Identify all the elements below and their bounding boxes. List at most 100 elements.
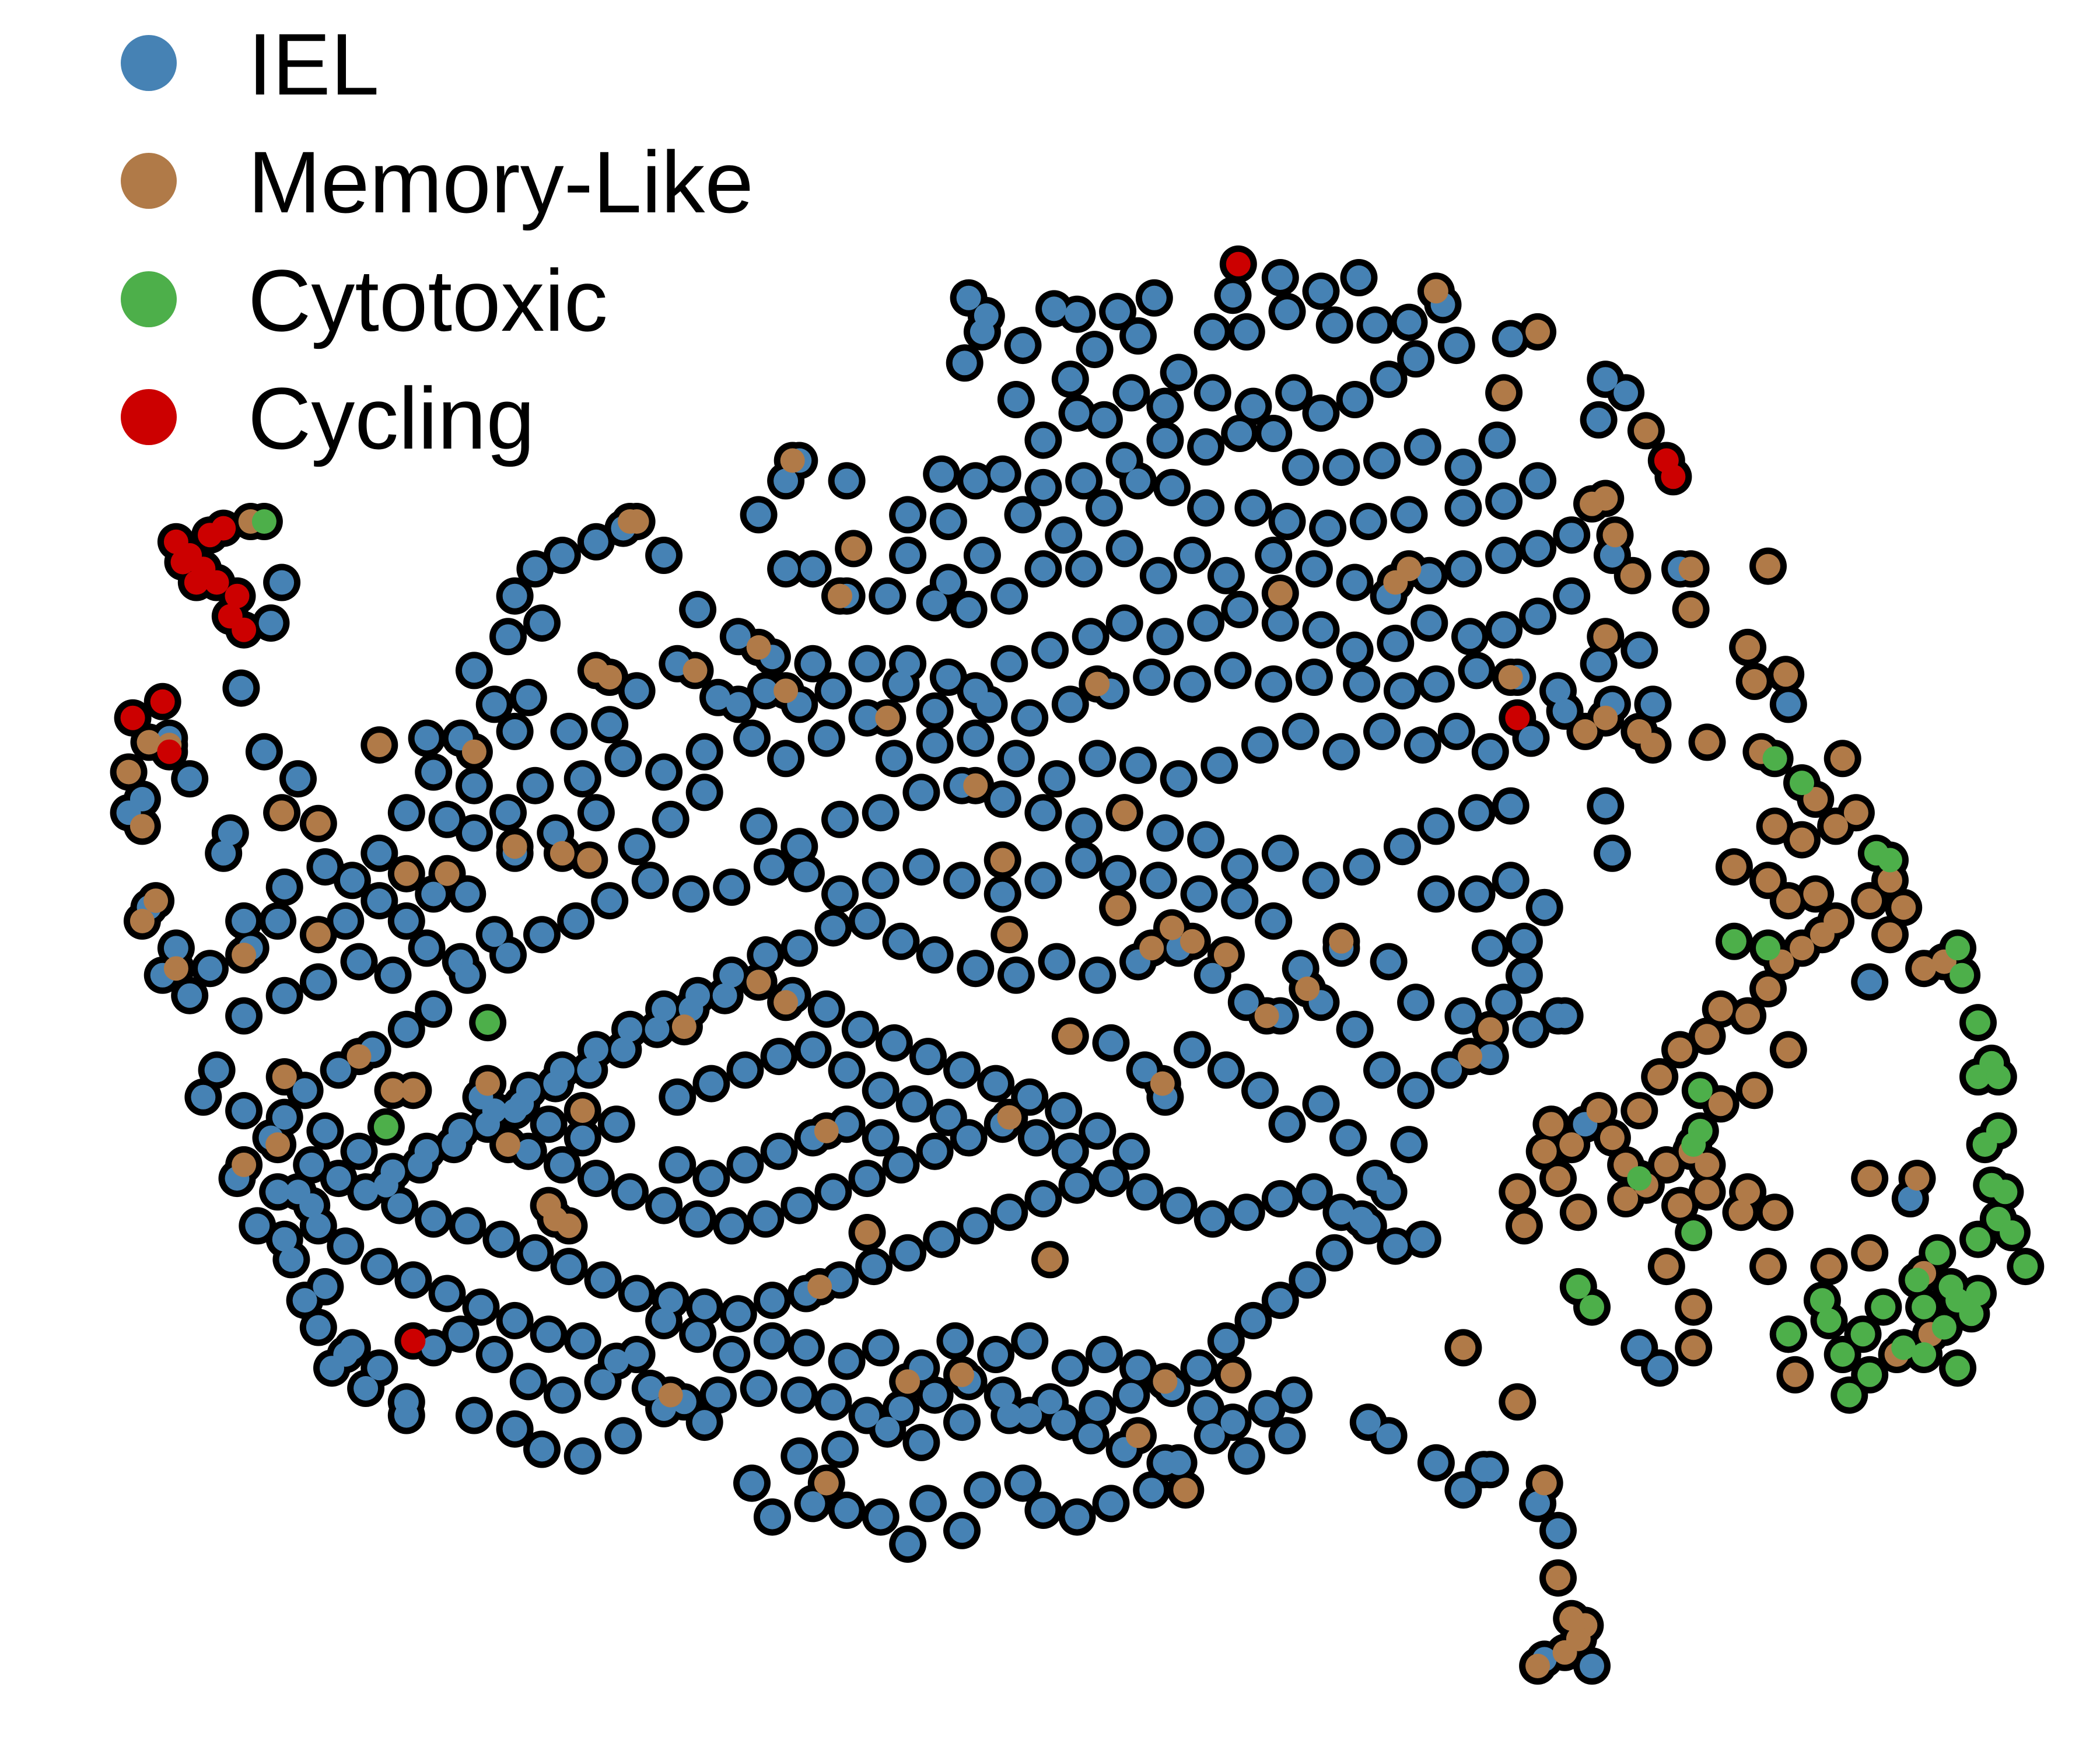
point-iel bbox=[570, 1444, 595, 1469]
point-iel bbox=[279, 1247, 304, 1272]
point-iel bbox=[435, 1281, 460, 1306]
point-iel bbox=[1126, 1356, 1150, 1381]
point-iel bbox=[1119, 380, 1144, 405]
point-iel bbox=[496, 943, 520, 967]
point-iel bbox=[638, 868, 663, 893]
point-iel bbox=[834, 1058, 859, 1083]
point-cytotoxic bbox=[1950, 963, 1975, 988]
point-iel bbox=[1776, 692, 1801, 717]
point-memory-like bbox=[367, 733, 392, 758]
point-iel bbox=[1200, 1206, 1225, 1231]
point-iel bbox=[1091, 495, 1116, 520]
point-memory-like bbox=[828, 583, 852, 608]
point-iel bbox=[868, 1335, 893, 1360]
point-iel bbox=[611, 746, 636, 771]
point-memory-like bbox=[1857, 1240, 1882, 1265]
point-iel bbox=[1078, 1423, 1103, 1448]
point-memory-like bbox=[306, 811, 331, 836]
point-iel bbox=[1241, 394, 1266, 419]
point-iel bbox=[1200, 380, 1225, 405]
point-iel bbox=[1268, 841, 1293, 866]
point-iel bbox=[909, 1430, 934, 1455]
point-iel bbox=[1451, 455, 1476, 480]
point-iel bbox=[1898, 1186, 1923, 1211]
point-memory-like bbox=[1423, 279, 1448, 304]
point-iel bbox=[1288, 719, 1313, 744]
point-iel bbox=[1559, 523, 1584, 548]
point-iel bbox=[1423, 814, 1448, 839]
point-iel bbox=[1437, 1058, 1462, 1083]
point-iel bbox=[489, 1227, 514, 1252]
point-iel bbox=[1857, 970, 1882, 995]
point-cytotoxic bbox=[1756, 936, 1780, 961]
point-iel bbox=[394, 1403, 419, 1428]
point-iel bbox=[556, 719, 582, 744]
point-iel bbox=[1085, 1118, 1110, 1143]
point-iel bbox=[1586, 651, 1611, 676]
point-iel bbox=[306, 1315, 331, 1340]
point-iel bbox=[1342, 638, 1367, 663]
point-iel bbox=[1010, 1471, 1035, 1496]
point-iel bbox=[556, 1254, 582, 1279]
point-memory-like bbox=[1498, 665, 1523, 690]
point-iel bbox=[726, 692, 751, 717]
point-memory-like bbox=[1525, 319, 1550, 344]
point-iel bbox=[1342, 1017, 1367, 1042]
point-iel bbox=[1518, 1017, 1544, 1042]
point-iel bbox=[922, 733, 947, 758]
legend-label-cytotoxic: Cytotoxic bbox=[248, 251, 608, 349]
point-memory-like bbox=[475, 1071, 501, 1096]
point-iel bbox=[834, 1112, 859, 1137]
point-iel bbox=[1194, 1396, 1219, 1421]
point-memory-like bbox=[1396, 556, 1422, 582]
point-cytotoxic bbox=[1905, 1268, 1930, 1293]
point-iel bbox=[1065, 1172, 1090, 1198]
point-cycling bbox=[1505, 705, 1530, 730]
point-iel bbox=[855, 1403, 880, 1428]
point-iel bbox=[1146, 868, 1171, 893]
point-iel bbox=[272, 983, 297, 1008]
point-iel bbox=[916, 1044, 940, 1069]
point-memory-like bbox=[682, 658, 708, 683]
point-memory-like bbox=[1478, 1017, 1503, 1042]
point-iel bbox=[1072, 814, 1097, 839]
point-iel bbox=[1647, 1356, 1672, 1381]
point-iel bbox=[211, 841, 236, 866]
point-iel bbox=[706, 1382, 730, 1408]
point-iel bbox=[1234, 319, 1259, 344]
point-memory-like bbox=[841, 536, 866, 561]
point-iel bbox=[624, 1342, 649, 1367]
point-memory-like bbox=[1566, 1200, 1591, 1225]
point-iel bbox=[367, 841, 392, 866]
point-iel bbox=[1227, 597, 1252, 622]
point-iel bbox=[895, 543, 921, 568]
point-iel bbox=[881, 746, 907, 771]
point-iel bbox=[1166, 766, 1191, 792]
point-iel bbox=[1031, 556, 1056, 582]
point-iel bbox=[198, 956, 222, 981]
point-iel bbox=[1376, 1423, 1401, 1448]
point-iel bbox=[340, 868, 365, 893]
point-memory-like bbox=[807, 1274, 832, 1299]
point-iel bbox=[719, 963, 744, 988]
point-iel bbox=[753, 1206, 778, 1231]
point-iel bbox=[1248, 1078, 1272, 1103]
point-cytotoxic bbox=[2013, 1254, 2038, 1279]
point-iel bbox=[692, 739, 717, 764]
point-iel bbox=[963, 468, 988, 494]
point-iel bbox=[1220, 283, 1245, 308]
point-iel bbox=[1227, 888, 1252, 914]
point-iel bbox=[1478, 1044, 1503, 1069]
point-iel bbox=[1200, 963, 1225, 988]
point-iel bbox=[482, 922, 507, 947]
point-iel bbox=[326, 1166, 351, 1191]
point-cytotoxic bbox=[1857, 1362, 1882, 1387]
point-iel bbox=[265, 908, 290, 933]
point-iel bbox=[1329, 455, 1354, 480]
point-memory-like bbox=[1678, 556, 1703, 582]
point-memory-like bbox=[1790, 827, 1814, 852]
point-iel bbox=[482, 692, 507, 717]
point-iel bbox=[1464, 881, 1489, 907]
point-iel bbox=[990, 461, 1015, 487]
point-iel bbox=[774, 556, 799, 582]
